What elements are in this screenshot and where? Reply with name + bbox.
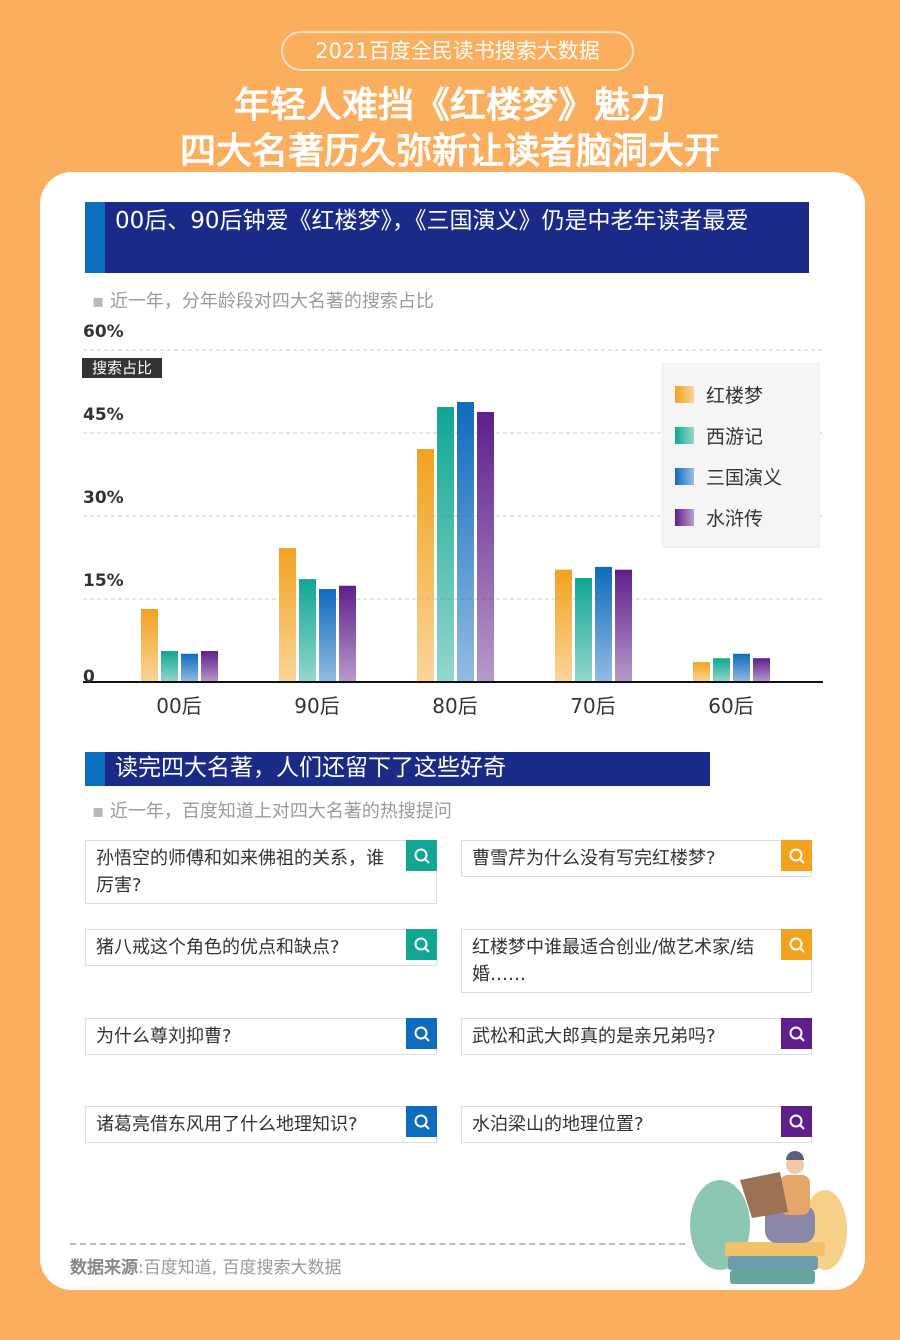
bar-三国演义-60后 — [733, 653, 750, 682]
question-text: 水泊梁山的地理位置? — [472, 1114, 644, 1135]
search-icon[interactable] — [781, 929, 812, 960]
x-tick-label: 80后 — [432, 694, 478, 718]
reading-person-illustration — [690, 1151, 847, 1284]
legend-item: 西游记 — [675, 422, 763, 449]
legend-item: 水浒传 — [675, 504, 763, 531]
bar-水浒传-70后 — [615, 569, 632, 682]
question-text: 诸葛亮借东风用了什么地理知识? — [96, 1114, 358, 1135]
legend-label: 西游记 — [706, 426, 764, 448]
bar-三国演义-80后 — [457, 402, 474, 682]
legend-label: 红楼梦 — [706, 385, 764, 407]
data-source-text: :百度知道, 百度搜索大数据 — [138, 1258, 342, 1278]
bar-红楼梦-80后 — [417, 449, 434, 682]
bar-三国演义-90后 — [319, 589, 336, 682]
x-tick-label: 00后 — [156, 694, 202, 718]
question-text: 猪八戒这个角色的优点和缺点? — [96, 937, 340, 958]
question-item[interactable]: 为什么尊刘抑曹? — [85, 1018, 437, 1055]
question-item[interactable]: 孙悟空的师傅和如来佛祖的关系，谁厉害? — [85, 840, 437, 904]
x-tick-label: 70后 — [570, 694, 616, 718]
y-axis-label: 搜索占比 — [82, 358, 163, 378]
legend-label: 三国演义 — [706, 467, 783, 489]
search-icon[interactable] — [406, 1018, 437, 1049]
bar-水浒传-90后 — [339, 585, 356, 682]
bar-chart — [83, 349, 823, 683]
section1-heading: 00后、90后钟爱《红楼梦》，《三国演义》仍是中老年读者最爱 — [85, 202, 809, 273]
question-item[interactable]: 武松和武大郎真的是亲兄弟吗? — [461, 1018, 812, 1055]
header-pill: 2021百度全民读书搜索大数据 — [281, 31, 634, 71]
y-tick-label: 15% — [83, 571, 124, 591]
x-tick-label: 60后 — [708, 694, 754, 718]
bar-西游记-70后 — [575, 577, 592, 682]
y-tick-label: 30% — [83, 488, 124, 508]
data-source: 数据来源:百度知道, 百度搜索大数据 — [70, 1253, 342, 1278]
question-item[interactable]: 诸葛亮借东风用了什么地理知识? — [85, 1106, 437, 1143]
question-text: 为什么尊刘抑曹? — [96, 1026, 232, 1047]
bar-红楼梦-00后 — [141, 608, 158, 682]
bar-红楼梦-90后 — [279, 548, 296, 682]
question-item[interactable]: 曹雪芹为什么没有写完红楼梦? — [461, 840, 812, 877]
question-text: 曹雪芹为什么没有写完红楼梦? — [472, 848, 716, 869]
question-text: 红楼梦中谁最适合创业/做艺术家/结婚…… — [472, 937, 755, 985]
bar-红楼梦-70后 — [555, 569, 572, 682]
bar-三国演义-00后 — [181, 653, 198, 682]
bar-水浒传-00后 — [201, 651, 218, 682]
legend-swatch — [675, 509, 694, 526]
legend-item: 三国演义 — [675, 463, 782, 490]
search-icon[interactable] — [781, 840, 812, 871]
y-tick-label: 45% — [83, 405, 124, 425]
bar-西游记-60后 — [713, 658, 730, 682]
bar-水浒传-60后 — [753, 658, 770, 682]
bar-西游记-80后 — [437, 406, 454, 682]
legend-swatch — [675, 468, 694, 485]
content-card — [40, 172, 865, 1290]
question-item[interactable]: 红楼梦中谁最适合创业/做艺术家/结婚…… — [461, 929, 812, 993]
search-icon[interactable] — [781, 1018, 812, 1049]
section1-subtitle: 近一年，分年龄段对四大名著的搜索占比 — [92, 287, 434, 313]
legend-swatch — [675, 427, 694, 444]
y-tick-label: 60% — [83, 322, 124, 342]
section2-subtitle: 近一年，百度知道上对四大名著的热搜提问 — [92, 797, 452, 823]
bar-三国演义-70后 — [595, 566, 612, 682]
chart-legend: 红楼梦西游记三国演义水浒传 — [662, 363, 820, 548]
bar-红楼梦-60后 — [693, 662, 710, 682]
section2-heading: 读完四大名著，人们还留下了这些好奇 — [85, 752, 710, 786]
page-title-line1: 年轻人难挡《红楼梦》魅力 — [233, 85, 666, 126]
search-icon[interactable] — [406, 1106, 437, 1137]
page-title-line2: 四大名著历久弥新让读者脑洞大开 — [179, 131, 720, 172]
search-icon[interactable] — [406, 840, 437, 871]
data-source-label: 数据来源 — [70, 1258, 138, 1278]
bar-西游记-00后 — [161, 651, 178, 682]
bar-西游记-90后 — [299, 579, 316, 682]
x-tick-label: 90后 — [294, 694, 340, 718]
search-icon[interactable] — [406, 929, 437, 960]
bar-水浒传-80后 — [477, 411, 494, 682]
question-text: 武松和武大郎真的是亲兄弟吗? — [472, 1026, 716, 1047]
question-item[interactable]: 猪八戒这个角色的优点和缺点? — [85, 929, 437, 966]
legend-item: 红楼梦 — [675, 381, 763, 408]
question-item[interactable]: 水泊梁山的地理位置? — [461, 1106, 812, 1143]
legend-swatch — [675, 386, 694, 403]
divider — [70, 1243, 685, 1245]
search-icon[interactable] — [781, 1106, 812, 1137]
legend-label: 水浒传 — [706, 508, 764, 530]
question-text: 孙悟空的师傅和如来佛祖的关系，谁厉害? — [96, 848, 384, 896]
y-tick-label: 0 — [83, 667, 95, 687]
